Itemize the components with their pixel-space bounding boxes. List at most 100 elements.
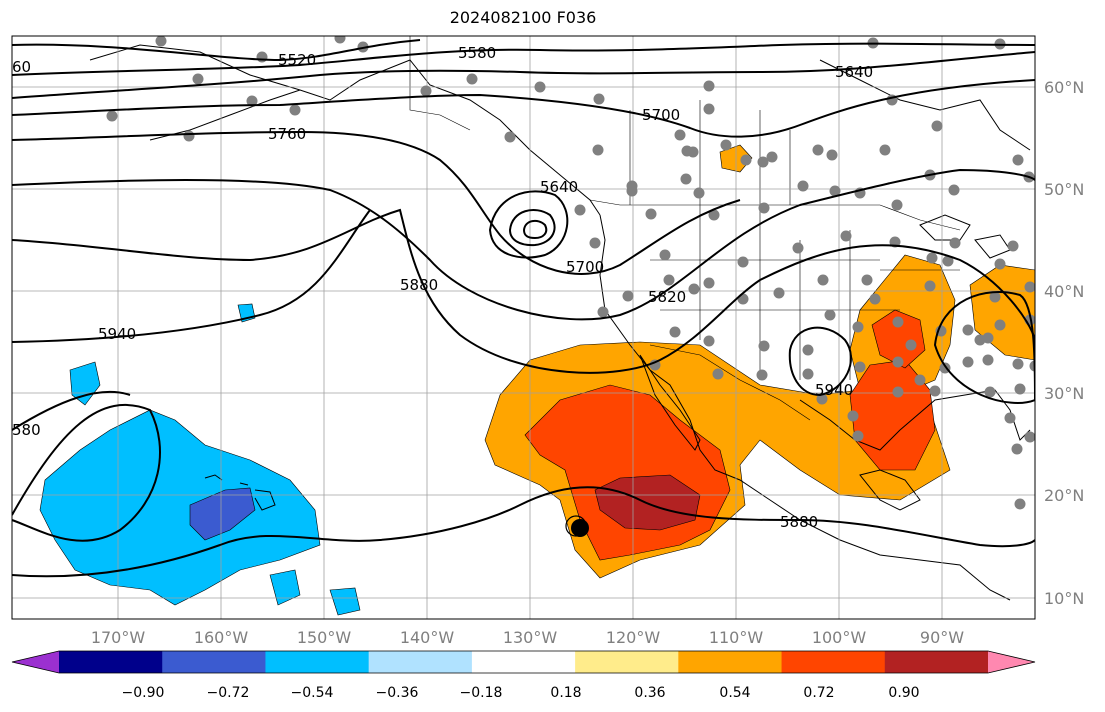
aleutian-islands xyxy=(149,89,301,141)
alaska-canada-border xyxy=(409,36,471,131)
station-marker xyxy=(852,321,864,333)
station-marker xyxy=(1012,154,1024,166)
colorbar-tick-label: 0.54 xyxy=(719,685,750,701)
negative-anomaly-shading xyxy=(39,303,361,616)
station-marker xyxy=(155,36,167,47)
station-marker xyxy=(708,209,720,221)
contour-label: 5640 xyxy=(835,63,873,81)
station-marker xyxy=(974,334,986,346)
colorbar-tick-label: −0.90 xyxy=(122,685,165,701)
station-marker xyxy=(757,156,769,168)
colorbar-extend-low xyxy=(12,651,59,673)
station-marker xyxy=(1024,431,1035,443)
station-marker xyxy=(989,291,1001,303)
station-marker xyxy=(994,258,1006,270)
contour-label: 5640 xyxy=(540,178,578,196)
longitude-label: 140°W xyxy=(400,628,455,647)
station-marker xyxy=(892,386,904,398)
colorbar-segment xyxy=(678,651,783,673)
contour-south-outer xyxy=(12,391,131,431)
cyan-anomaly-small-3 xyxy=(269,569,301,606)
station-marker xyxy=(712,368,724,380)
station-marker xyxy=(737,256,749,268)
station-marker xyxy=(589,237,601,249)
longitude-label: 130°W xyxy=(503,628,558,647)
station-marker xyxy=(649,359,661,371)
station-marker xyxy=(574,204,586,216)
station-marker xyxy=(737,293,749,305)
station-marker xyxy=(929,385,941,397)
station-marker xyxy=(740,154,752,166)
contour-5880-south xyxy=(12,404,161,542)
station-marker xyxy=(891,199,903,211)
map-title: 2024082100 F036 xyxy=(449,8,597,27)
contour-label: 5820 xyxy=(648,288,686,306)
station-marker xyxy=(645,208,657,220)
station-marker xyxy=(1012,358,1024,370)
station-marker xyxy=(905,339,917,351)
station-marker xyxy=(797,180,809,192)
blue-anomaly-region xyxy=(189,487,256,541)
station-marker xyxy=(106,110,118,122)
station-marker xyxy=(504,131,516,143)
station-marker xyxy=(622,290,634,302)
station-marker xyxy=(663,274,675,286)
contour-5640-north xyxy=(12,51,1035,99)
contour-label: 5880 xyxy=(400,276,438,294)
station-marker xyxy=(758,340,770,352)
station-marker xyxy=(688,283,700,295)
contour-label: 5700 xyxy=(566,258,604,276)
red-anomaly-region-texas xyxy=(849,359,936,471)
longitude-label: 120°W xyxy=(606,628,661,647)
latitude-label: 30°N xyxy=(1044,384,1084,403)
station-marker xyxy=(758,202,770,214)
longitude-axis-labels: 170°W 160°W 150°W 140°W 130°W 120°W 110°… xyxy=(91,628,964,647)
station-marker xyxy=(659,249,671,261)
station-marker xyxy=(792,242,804,254)
station-marker xyxy=(334,36,346,44)
station-marker xyxy=(669,326,681,338)
latitude-label: 40°N xyxy=(1044,282,1084,301)
station-marker xyxy=(466,73,478,85)
station-marker xyxy=(246,95,258,107)
station-marker xyxy=(597,306,609,318)
colorbar-segment xyxy=(368,651,473,673)
station-marker xyxy=(773,287,785,299)
station-marker xyxy=(756,369,768,381)
station-marker xyxy=(420,85,432,97)
station-marker xyxy=(829,185,841,197)
station-marker xyxy=(942,255,954,267)
station-marker xyxy=(984,386,996,398)
station-marker xyxy=(948,184,960,196)
colorbar-tick-label: −0.54 xyxy=(291,685,334,701)
hudson-bay-coastline xyxy=(819,59,1031,151)
colorbar-tick-label: 0.90 xyxy=(888,685,919,701)
station-marker xyxy=(962,356,974,368)
us-mexico-border xyxy=(649,344,811,421)
station-marker xyxy=(1014,498,1026,510)
station-marker xyxy=(962,324,974,336)
baja-coastline xyxy=(639,354,701,451)
colorbar-extend-high xyxy=(988,651,1035,673)
station-marker xyxy=(854,361,866,373)
station-marker xyxy=(703,335,715,347)
station-marker xyxy=(766,151,778,163)
contour-5700-north xyxy=(12,79,1035,138)
colorbar-segment xyxy=(781,651,886,673)
latitude-label: 60°N xyxy=(1044,78,1084,97)
station-marker xyxy=(1004,412,1016,424)
station-marker xyxy=(892,316,904,328)
contour-5940-south xyxy=(788,326,852,397)
colorbar-outline xyxy=(11,650,1036,674)
station-marker xyxy=(1007,240,1019,252)
longitude-label: 170°W xyxy=(91,628,146,647)
colorbar-tick-label: −0.18 xyxy=(460,685,503,701)
height-contours xyxy=(12,39,1035,578)
station-marker xyxy=(914,374,926,386)
station-marker xyxy=(626,185,638,197)
latitude-label: 50°N xyxy=(1044,180,1084,199)
station-marker xyxy=(802,368,814,380)
contour-low-2 xyxy=(508,209,556,247)
contour-label: 5880 xyxy=(780,513,818,531)
station-marker xyxy=(534,81,546,93)
